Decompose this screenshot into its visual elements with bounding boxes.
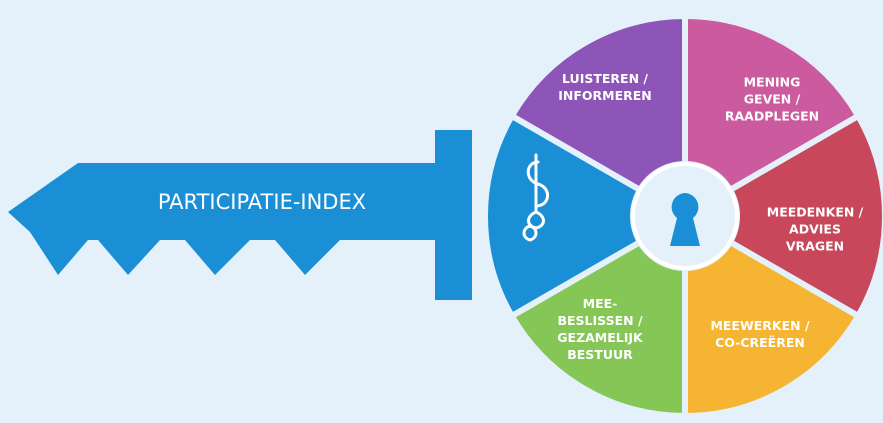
segment-label: GEVEN / [744, 92, 801, 107]
key-label: PARTICIPATIE-INDEX [158, 190, 366, 214]
segment-label: LUISTEREN / [562, 71, 648, 86]
segment-label: BESLISSEN / [557, 313, 642, 328]
segment-label: ADVIES [789, 222, 841, 237]
segment-label: CO-CREËREN [715, 335, 805, 350]
segment-label: BESTUUR [567, 347, 633, 362]
segment-label: INFORMEREN [558, 88, 652, 103]
segment-label: MENING [744, 75, 801, 90]
segment-label: MEE- [583, 296, 618, 311]
key-diagram: PARTICIPATIE-INDEX LUISTEREN / INFORMEREN… [0, 0, 883, 423]
segment-label: RAADPLEGEN [725, 109, 819, 124]
segment-label: VRAGEN [786, 239, 844, 254]
segment-label: MEEWERKEN / [710, 318, 810, 333]
segment-label: MEEDENKEN / [767, 205, 864, 220]
segment-label: GEZAMELIJK [557, 330, 644, 345]
